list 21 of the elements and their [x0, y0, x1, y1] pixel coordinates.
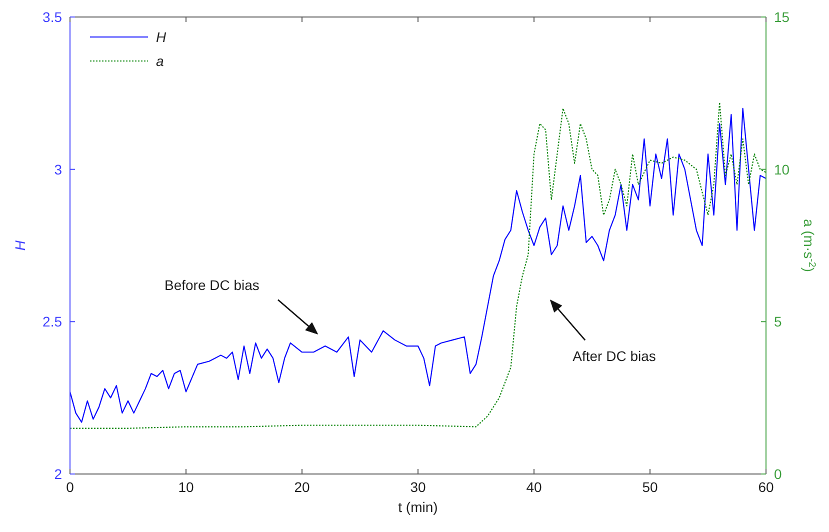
y2-tick-label: 5 — [774, 314, 782, 330]
y-tick-label: 3 — [54, 161, 62, 178]
annotation: After DC bias — [572, 348, 656, 364]
annotation: Before DC bias — [164, 276, 260, 293]
y2-tick-label: 10 — [774, 161, 790, 178]
x-tick-label: 60 — [758, 479, 774, 495]
x-tick-label: 50 — [642, 479, 658, 495]
y2-tick-label: 0 — [774, 466, 782, 482]
y-tick-label: 2 — [54, 466, 62, 482]
y2-tick-label: 15 — [774, 9, 790, 25]
y-tick-label: 2.5 — [42, 314, 62, 330]
x-tick-label: 40 — [526, 479, 542, 495]
y-axis-title: H — [12, 240, 28, 251]
x-tick-label: 20 — [294, 479, 310, 495]
x-axis-title: t (min) — [398, 499, 438, 515]
x-tick-label: 10 — [178, 479, 194, 495]
x-tick-label: 30 — [410, 479, 426, 495]
legend-label: a — [156, 53, 164, 69]
x-tick-label: 0 — [66, 479, 74, 495]
y-tick-label: 3.5 — [42, 9, 62, 25]
legend-label: H — [156, 29, 167, 45]
